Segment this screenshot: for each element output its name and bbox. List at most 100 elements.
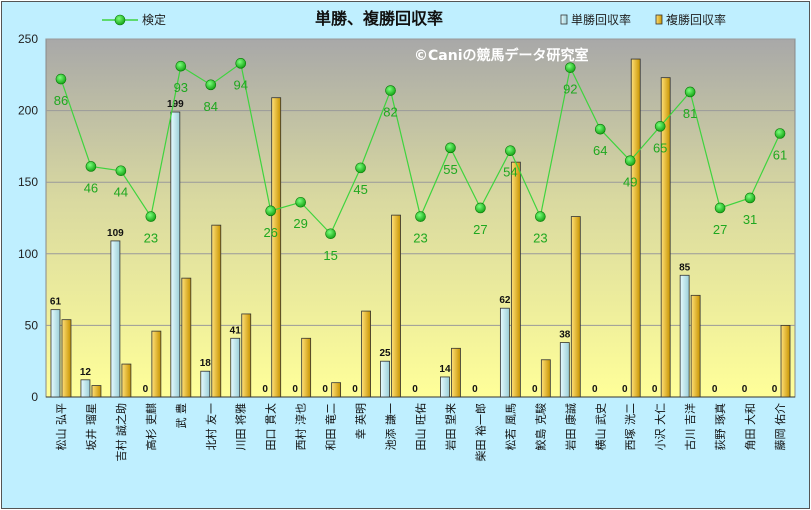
bar-fukusho (540, 359, 551, 398)
bar-tansho (230, 337, 241, 398)
bar-tansho (440, 376, 450, 398)
kentei-point (205, 79, 217, 91)
x-category-label: 古川 吉洋 (683, 403, 697, 451)
legend-fukusho: 複勝回収率 (666, 12, 726, 27)
bar-tansho (110, 240, 121, 398)
kentei-label: 92 (563, 82, 577, 97)
kentei-point (115, 165, 127, 177)
y-tick-label: 250 (18, 32, 38, 46)
bar-fukusho (361, 310, 371, 398)
kentei-label: 65 (653, 140, 667, 155)
x-category-label: 岩田 康誠 (563, 403, 577, 451)
bar-data-label: 0 (652, 384, 658, 395)
bar-fukusho (91, 385, 102, 398)
kentei-point (774, 128, 786, 139)
x-axis-categories: 松山 弘平 坂井 瑠星 吉村 誠之助 高杉 吏麒 武 豊 北村 友一 川田 将雅 田口 貫太 西… (54, 403, 787, 462)
kentei-point (265, 205, 277, 217)
bar-data-label: 41 (230, 325, 242, 336)
x-category-label: 西塚 洸二 (623, 403, 637, 451)
x-category-label: 岩田 望来 (443, 403, 457, 451)
bar-fukusho (241, 313, 252, 398)
kentei-point (445, 142, 456, 154)
legend: 検定 単勝回収率 複勝回収率 (102, 12, 726, 27)
bar-tansho (80, 379, 91, 398)
kentei-label: 55 (443, 162, 457, 177)
kentei-label: 23 (533, 231, 547, 246)
x-category-label: 横山 武史 (593, 403, 607, 451)
x-category-label: 坂井 瑠星 (84, 403, 98, 451)
bar-tansho (679, 274, 690, 398)
bar-fukusho (660, 77, 671, 398)
bar-data-label: 0 (742, 384, 748, 395)
kentei-label: 81 (683, 106, 697, 121)
y-axis-ticks: 0 50 100 150 200 250 (18, 32, 38, 404)
kentei-point (145, 211, 157, 222)
line-series: 86 46 44 23 93 84 94 26 29 15 45 82 23 55 27 54 23 92 64 49… (54, 58, 787, 263)
bar-data-label: 0 (532, 384, 538, 395)
kentei-label: 61 (773, 148, 787, 163)
bar-fukusho (630, 58, 641, 398)
kentei-label: 49 (623, 175, 637, 190)
chart-title: 単勝、複勝回収率 (315, 9, 443, 28)
kentei-point (325, 228, 336, 240)
kentei-point (714, 202, 726, 214)
x-category-label: 北村 友一 (204, 403, 218, 451)
kentei-label: 26 (263, 225, 277, 240)
legend-kentei: 検定 (142, 12, 166, 27)
y-tick-label: 100 (18, 247, 38, 261)
bar-tansho (380, 360, 390, 398)
x-category-label: 田山 旺佑 (414, 403, 428, 451)
legend-tansho-swatch (560, 14, 568, 25)
x-category-label: 小沢 大仁 (653, 403, 667, 451)
bar-data-label: 25 (379, 348, 391, 359)
y-tick-label: 0 (31, 390, 38, 404)
bar-data-label: 0 (352, 384, 358, 395)
bar-data-label: 12 (80, 367, 92, 378)
bar-data-label: 0 (143, 384, 149, 395)
kentei-point (564, 62, 576, 73)
kentei-label: 93 (174, 80, 188, 95)
y-tick-label: 50 (25, 318, 39, 332)
bar-data-label: 109 (107, 228, 124, 239)
x-category-label: 西村 淳也 (294, 403, 308, 451)
bar-tansho (50, 309, 61, 398)
x-category-label: 池添 謙一 (384, 403, 398, 451)
kentei-label: 86 (54, 93, 68, 108)
bar-fukusho (151, 330, 162, 398)
bar-data-label: 85 (679, 262, 691, 273)
kentei-label: 31 (743, 212, 757, 227)
kentei-label: 64 (593, 143, 607, 158)
bar-tansho (200, 370, 211, 398)
bar-fukusho (61, 319, 72, 398)
x-category-label: 川田 将雅 (234, 403, 248, 451)
kentei-label: 44 (114, 185, 128, 200)
bar-data-label: 0 (472, 384, 478, 395)
bar-tansho (499, 307, 510, 398)
bar-data-label: 0 (262, 384, 268, 395)
bar-fukusho (301, 337, 312, 398)
kentei-point (235, 58, 247, 69)
bar-labels: 61 12 109 0 199 18 41 0 0 0 0 25 0 14 0 62 0 38 0 0 0 85 0 0 0 (50, 99, 778, 395)
legend-fukusho-swatch (655, 14, 663, 25)
bar-data-label: 0 (292, 384, 298, 395)
y-tick-label: 150 (18, 175, 38, 189)
bar-data-label: 18 (200, 358, 212, 369)
bar-fukusho (510, 161, 521, 398)
legend-tansho: 単勝回収率 (571, 12, 631, 27)
kentei-label: 45 (353, 182, 367, 197)
kentei-label: 23 (413, 231, 427, 246)
bar-fukusho (391, 214, 401, 398)
kentei-point (385, 85, 396, 96)
kentei-point (85, 161, 97, 172)
kentei-point (744, 192, 756, 204)
kentei-point (535, 211, 546, 222)
x-category-label: 和田 竜二 (324, 403, 338, 451)
kentei-label: 29 (293, 216, 307, 231)
x-category-label: 角田 大和 (743, 403, 757, 451)
bar-fukusho (331, 382, 342, 398)
kentei-label: 23 (144, 231, 158, 246)
kentei-point (355, 162, 366, 174)
kentei-point (594, 123, 606, 135)
x-category-label: 吉村 誠之助 (114, 403, 128, 462)
